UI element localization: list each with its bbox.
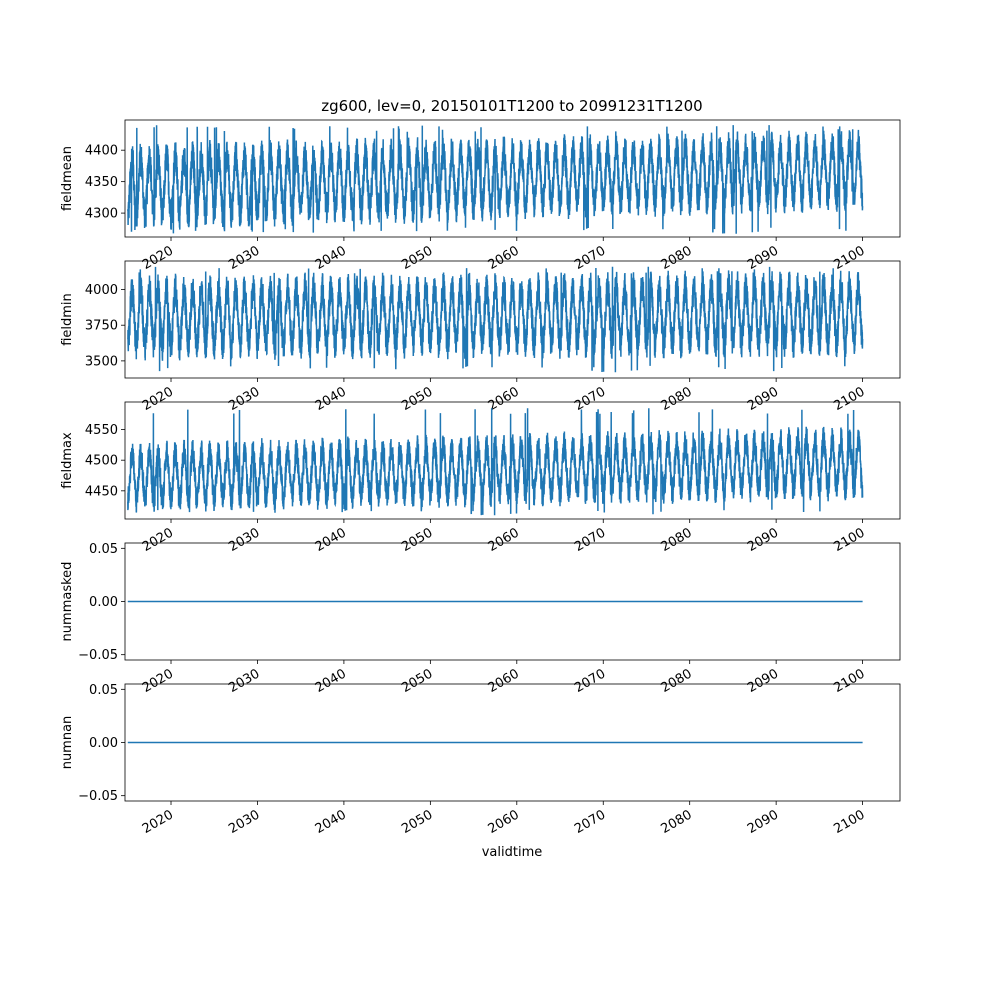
y-axis-label-fieldmin: fieldmin [60,293,75,346]
series-line-fieldmean [127,125,864,234]
y-tick-label: 3750 [85,319,118,334]
series-line-fieldmax [127,408,864,516]
y-tick-label: 0.05 [89,683,118,698]
series-line-fieldmin [127,266,864,373]
y-tick-label: 0.00 [89,595,118,610]
y-axis-label-nummasked: nummasked [60,562,75,642]
y-tick-label: −0.05 [78,789,118,804]
y-tick-label: 4550 [85,423,118,438]
chart-title: zg600, lev=0, 20150101T1200 to 20991231T… [321,97,702,115]
y-axis-label-numnan: numnan [60,716,75,770]
y-tick-label: 0.00 [89,736,118,751]
y-tick-label: −0.05 [78,648,118,663]
y-tick-label: 4300 [85,207,118,222]
y-axis-label-fieldmax: fieldmax [60,432,75,489]
y-tick-label: 0.05 [89,542,118,557]
y-axis-label-fieldmean: fieldmean [60,146,75,211]
y-tick-label: 3500 [85,354,118,369]
y-tick-label: 4450 [85,484,118,499]
y-tick-label: 4350 [85,175,118,190]
y-tick-label: 4400 [85,144,118,159]
y-tick-label: 4000 [85,283,118,298]
y-tick-label: 4500 [85,454,118,469]
axes-frame-fieldmean [124,119,901,238]
axes-frame-fieldmin [124,260,901,379]
x-axis-label: validtime [482,845,543,860]
